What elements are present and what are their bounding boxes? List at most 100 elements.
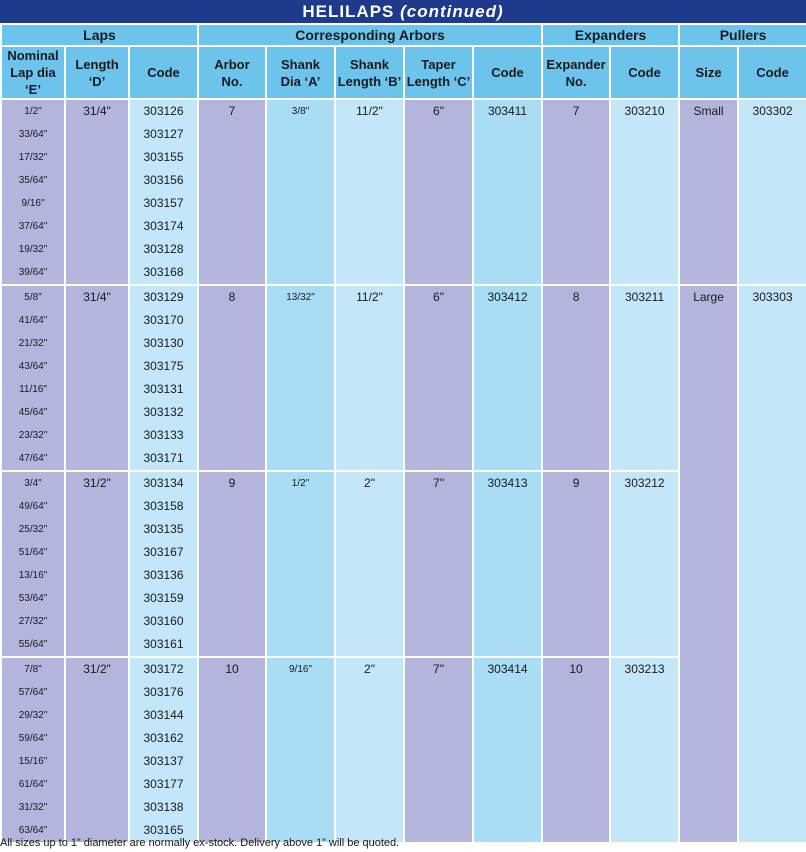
nominal-value: 29/32" <box>18 710 48 721</box>
lap-code-value: 303161 <box>143 637 184 651</box>
header-text: Length ‘B’ <box>337 73 402 89</box>
header-text: ‘D’ <box>88 73 106 89</box>
nominal-value: 21/32" <box>18 338 48 349</box>
lap-code-value: 303127 <box>143 127 184 141</box>
expander-code-value: 303211 <box>624 290 665 304</box>
shank-length-value: 2" <box>364 476 375 490</box>
taper-length-value: 7" <box>433 662 444 676</box>
header-text: Expander <box>546 56 606 72</box>
nominal-value: 19/32" <box>18 244 48 255</box>
header-expander-no: Expander No. <box>541 45 612 100</box>
length-cell: 31/2" <box>64 470 130 658</box>
taper-length-value: 6" <box>433 290 444 304</box>
nominal-value: 27/32" <box>18 616 48 627</box>
lap-code-value: 303159 <box>143 591 184 605</box>
puller-code-value: 303303 <box>752 290 793 304</box>
lap-code-value: 303170 <box>143 313 184 327</box>
arbor-no-value: 7 <box>228 104 236 118</box>
header-shank-length: Shank Length ‘B’ <box>334 45 405 100</box>
nominal-value: 33/64" <box>18 129 48 140</box>
header-text: Arbor <box>214 56 250 72</box>
group-header-laps: Laps <box>0 23 199 47</box>
lap-code-cell: 303129 303170 303130 303175 303131 303132 3031… <box>128 284 199 472</box>
block-row: 1/2" 33/64" 17/32" 35/64" 9/16" 37/64" 19/32" 3… <box>0 98 806 286</box>
header-taper-length: Taper Length ‘C’ <box>403 45 474 100</box>
length-value: 31/4" <box>83 290 111 304</box>
nominal-value: 35/64" <box>18 175 48 186</box>
lap-code-value: 303130 <box>143 336 184 350</box>
header-text: No. <box>221 73 243 89</box>
lap-code-value: 303158 <box>143 499 184 513</box>
header-text: Length ‘C’ <box>406 73 471 89</box>
header-text: Taper <box>421 56 456 72</box>
shank-dia-value: 3/8" <box>291 106 310 117</box>
lap-code-value: 303134 <box>143 476 184 490</box>
nominal-value: 51/64" <box>18 547 48 558</box>
header-nominal-lap-dia: Nominal Lap dia ‘E’ <box>0 45 66 100</box>
nominal-list: 3/4" 49/64" 25/32" 51/64" 13/16" 53/64" 27/32"… <box>2 472 64 656</box>
lap-code-list: 303129 303170 303130 303175 303131 303132 3031… <box>130 286 197 470</box>
nominal-value: 9/16" <box>21 198 45 209</box>
lap-code-cell: 303126 303127 303155 303156 303157 303174 3031… <box>128 98 199 286</box>
header-text: No. <box>565 73 587 89</box>
nominal-value: 41/64" <box>18 315 48 326</box>
nominal-lap-dia-cell: 3/4" 49/64" 25/32" 51/64" 13/16" 53/64" 27/32"… <box>0 470 66 658</box>
block-row: 7/8" 57/64" 29/32" 59/64" 15/16" 61/64" 31/32"… <box>0 656 806 844</box>
puller-code-cell: 303302 <box>737 98 806 286</box>
arbor-no-cell: 9 <box>197 470 267 658</box>
lap-code-value: 303128 <box>143 242 184 256</box>
lap-code-value: 303165 <box>143 823 184 837</box>
header-text: Lap dia ‘E’ <box>10 65 56 97</box>
puller-size-value: Small <box>693 104 724 118</box>
nominal-lap-dia-cell: 7/8" 57/64" 29/32" 59/64" 15/16" 61/64" 31/32"… <box>0 656 66 844</box>
arbor-code-cell: 303412 <box>471 284 544 472</box>
nominal-value: 47/64" <box>18 453 48 464</box>
shank-dia-cell: 9/16" <box>265 656 336 844</box>
length-cell: 31/4" <box>64 284 130 472</box>
lap-code-value: 303138 <box>143 800 184 814</box>
nominal-value: 11/16" <box>19 384 47 395</box>
expander-no-value: 7 <box>572 104 580 118</box>
lap-code-value: 303132 <box>143 405 184 419</box>
header-lap-code: Code <box>128 45 199 100</box>
group-header-expanders: Expanders <box>541 23 681 47</box>
lap-code-list: 303172 303176 303144 303162 303137 303177 3031… <box>130 658 197 842</box>
lap-code-value: 303168 <box>143 265 184 279</box>
shank-dia-cell: 3/8" <box>265 98 336 286</box>
nominal-list: 7/8" 57/64" 29/32" 59/64" 15/16" 61/64" 31/32"… <box>2 658 64 842</box>
nominal-value: 37/64" <box>18 221 48 232</box>
nominal-value: 39/64" <box>18 267 48 278</box>
expander-code-value: 303213 <box>624 662 665 676</box>
arbor-code-cell: 303411 <box>471 98 544 286</box>
lap-code-value: 303157 <box>143 196 184 210</box>
nominal-value: 23/32" <box>18 430 48 441</box>
shank-length-cell: 2" <box>334 656 405 844</box>
nominal-value: 59/64" <box>18 733 48 744</box>
arbor-code-value: 303413 <box>487 476 528 490</box>
page-title: HELILAPS (continued) <box>0 0 806 23</box>
lap-code-value: 303129 <box>143 290 184 304</box>
shank-length-cell: 2" <box>334 470 405 658</box>
nominal-value: 61/64" <box>18 779 48 790</box>
length-cell: 31/2" <box>64 656 130 844</box>
shank-length-value: 11/2" <box>356 290 383 304</box>
length-cell: 31/4" <box>64 98 130 286</box>
nominal-value: 45/64" <box>18 407 48 418</box>
expander-code-cell: 303213 <box>609 656 681 844</box>
shank-dia-value: 1/2" <box>291 478 310 489</box>
header-puller-code: Code <box>737 45 806 100</box>
nominal-list: 1/2" 33/64" 17/32" 35/64" 9/16" 37/64" 19/32" 3… <box>2 100 64 284</box>
length-value: 31/2" <box>83 662 111 676</box>
puller-code-value: 303302 <box>752 104 793 118</box>
lap-code-value: 303160 <box>143 614 184 628</box>
nominal-value: 7/8" <box>24 664 42 675</box>
group-header-pullers: Pullers <box>678 23 806 47</box>
taper-length-cell: 7" <box>403 656 474 844</box>
header-puller-size: Size <box>678 45 740 100</box>
group-header-arbors: Corresponding Arbors <box>196 23 544 47</box>
taper-length-cell: 7" <box>403 470 474 658</box>
arbor-no-cell: 8 <box>197 284 267 472</box>
lap-code-list: 303126 303127 303155 303156 303157 303174 3031… <box>130 100 197 284</box>
header-text: Nominal <box>7 48 59 63</box>
helilaps-table: Laps Corresponding Arbors Expanders Pull… <box>0 23 806 844</box>
